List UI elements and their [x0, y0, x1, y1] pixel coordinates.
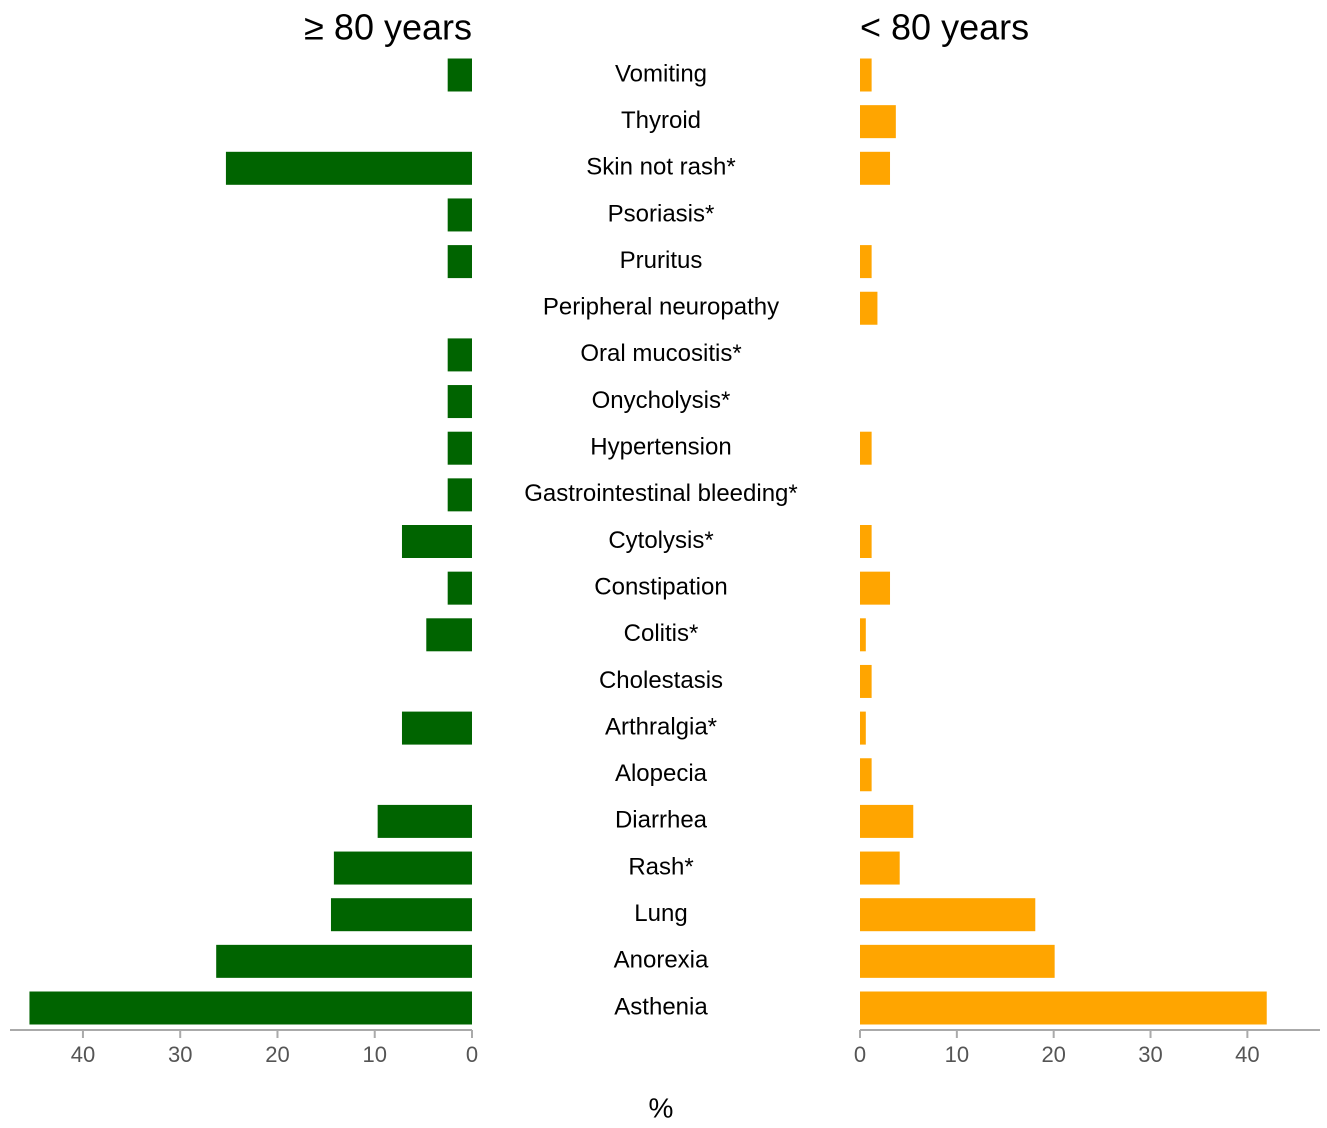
bar: [447, 478, 472, 512]
x-tick-label: 10: [362, 1042, 386, 1067]
category-label: Constipation: [594, 573, 727, 600]
bar: [330, 898, 472, 932]
bar: [860, 664, 872, 698]
bar: [447, 385, 472, 419]
category-label: Hypertension: [590, 434, 731, 461]
bar: [860, 618, 866, 652]
bar: [860, 758, 872, 792]
x-tick-label: 30: [168, 1042, 192, 1067]
bar: [447, 245, 472, 279]
bar: [860, 245, 872, 279]
category-label: Pruritus: [620, 247, 703, 274]
category-label: Arthralgia*: [605, 713, 717, 740]
category-label: Asthenia: [614, 993, 708, 1020]
bar: [860, 804, 914, 838]
bar: [426, 618, 472, 652]
panel-title: ≥ 80 years: [304, 7, 472, 48]
bar: [447, 571, 472, 605]
bar: [377, 804, 472, 838]
x-tick-label: 20: [265, 1042, 289, 1067]
bar: [860, 944, 1055, 978]
category-label: Diarrhea: [615, 807, 708, 834]
bar: [333, 851, 472, 885]
category-label: Colitis*: [624, 620, 699, 647]
x-tick-label: 0: [466, 1042, 478, 1067]
category-label: Onycholysis*: [592, 387, 731, 414]
bar: [216, 944, 472, 978]
x-axis-label: %: [649, 1092, 674, 1123]
x-tick-label: 40: [71, 1042, 95, 1067]
bar: [860, 525, 872, 558]
x-tick-label: 0: [854, 1042, 866, 1067]
category-label: Cytolysis*: [608, 527, 713, 554]
bar: [447, 338, 472, 372]
category-label: Gastrointestinal bleeding*: [524, 480, 798, 507]
category-label: Lung: [634, 900, 687, 927]
category-label: Vomiting: [615, 60, 707, 87]
category-label: Anorexia: [614, 947, 709, 974]
bar: [860, 151, 891, 185]
x-tick-label: 20: [1041, 1042, 1065, 1067]
bar: [860, 851, 900, 885]
bar: [447, 431, 472, 465]
panel-title: < 80 years: [860, 7, 1029, 48]
category-label: Alopecia: [615, 760, 708, 787]
bar: [447, 58, 472, 92]
bar: [860, 105, 896, 139]
category-label: Oral mucositis*: [580, 340, 741, 367]
category-label: Thyroid: [621, 107, 701, 134]
bar: [860, 58, 872, 92]
x-tick-label: 30: [1138, 1042, 1162, 1067]
bar: [860, 991, 1267, 1025]
x-tick-label: 40: [1235, 1042, 1259, 1067]
bar: [401, 711, 472, 745]
bar: [860, 571, 891, 605]
category-label: Rash*: [628, 853, 693, 880]
category-label: Cholestasis: [599, 667, 723, 694]
bar: [860, 431, 872, 465]
category-label: Peripheral neuropathy: [543, 294, 779, 321]
x-tick-label: 10: [945, 1042, 969, 1067]
bar: [860, 711, 866, 745]
category-label: Psoriasis*: [608, 200, 715, 227]
category-label: Skin not rash*: [586, 154, 735, 181]
bar: [447, 198, 472, 232]
bar: [29, 991, 472, 1025]
bar: [225, 151, 472, 185]
bar: [860, 291, 878, 325]
bar: [401, 525, 472, 558]
bar: [860, 898, 1036, 932]
